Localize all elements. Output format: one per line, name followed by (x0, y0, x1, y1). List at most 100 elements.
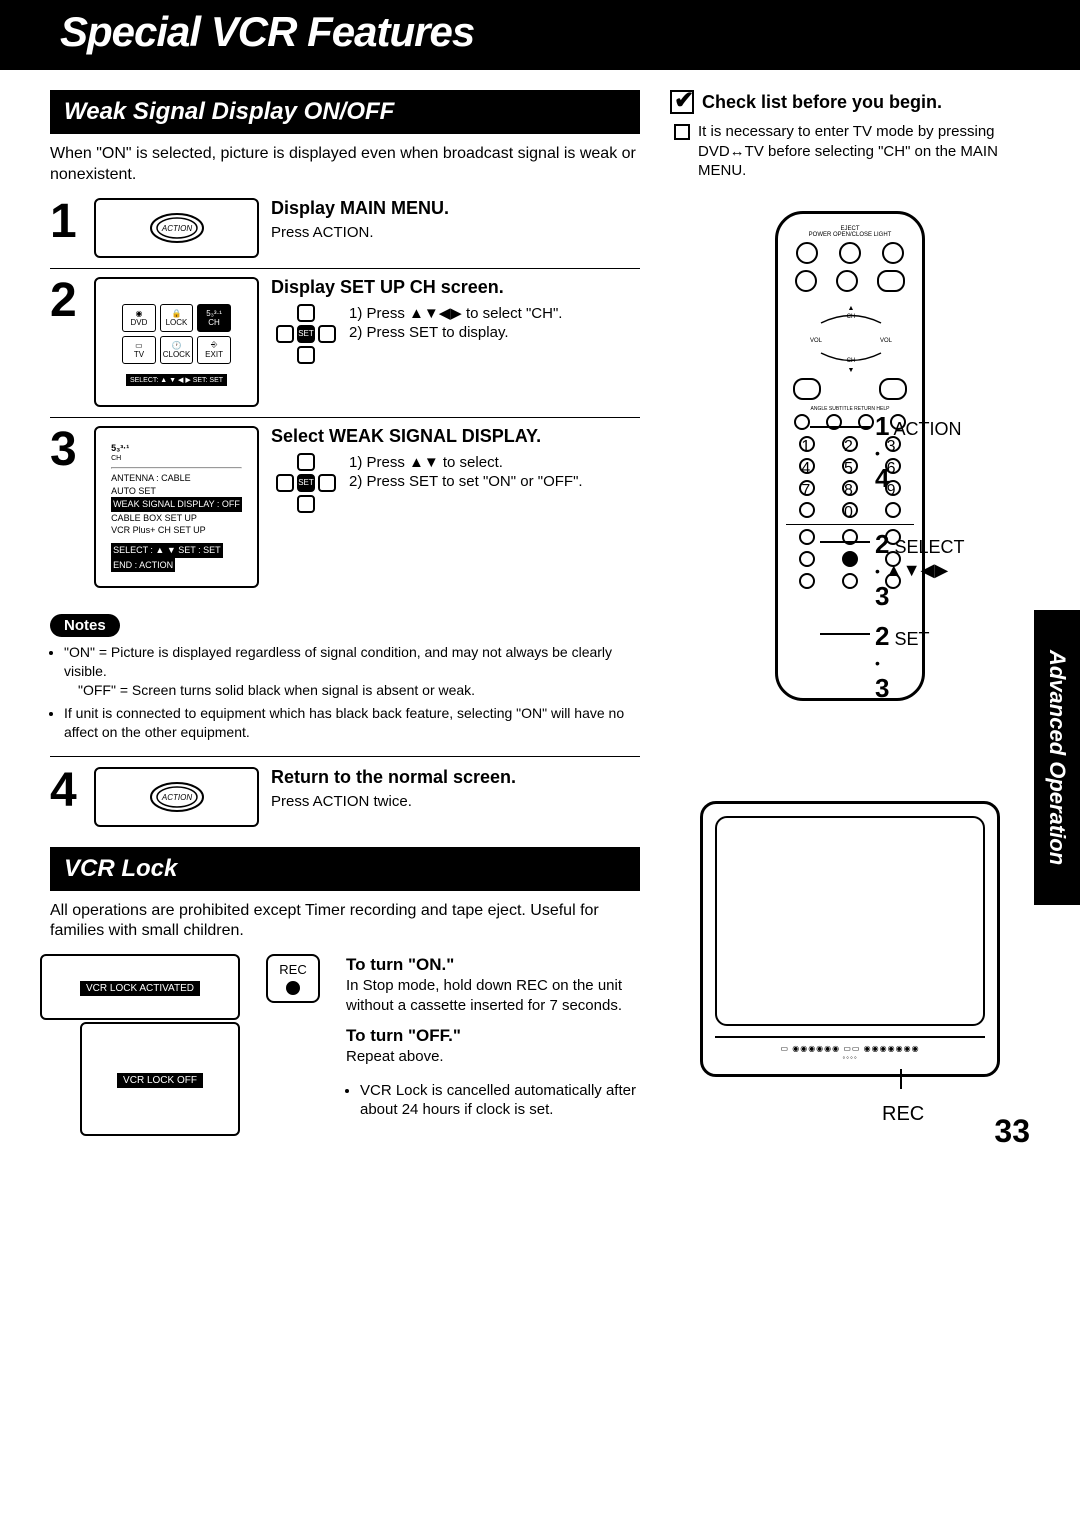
menu-grid: ◉DVD 🔒LOCK 5₃³·¹CH ▭TV 🕐CLOCK ⎆EXIT (116, 298, 237, 370)
dpad-illustration: SET (271, 304, 341, 364)
vcr-note: VCR Lock is cancelled automatically afte… (360, 1081, 640, 1120)
rec-button-illustration: REC (266, 954, 320, 1003)
step-2: 2 ◉DVD 🔒LOCK 5₃³·¹CH ▭TV 🕐CLOCK ⎆EXIT SE… (50, 277, 640, 418)
step-number: 1 (50, 198, 82, 246)
vcr-illustration-column: VCR LOCK ACTIVATED VCR LOCK OFF (50, 954, 240, 1140)
page-number: 33 (994, 1113, 1030, 1150)
svg-text:▲: ▲ (848, 305, 855, 312)
step-illustration: ◉DVD 🔒LOCK 5₃³·¹CH ▭TV 🕐CLOCK ⎆EXIT SELE… (94, 277, 259, 407)
ch-line: AUTO SET (111, 485, 242, 498)
dpad-set-icon: SET (297, 474, 315, 492)
ch-line: CABLE BOX SET UP (111, 512, 242, 525)
note-sub: "OFF" = Screen turns solid black when si… (78, 681, 640, 700)
step-body: Press ACTION twice. (271, 792, 640, 812)
menu-cell-ch: 5₃³·¹CH (197, 304, 231, 332)
step-title: Display MAIN MENU. (271, 198, 640, 219)
turn-off-body: Repeat above. (346, 1047, 640, 1067)
osd-activated: VCR LOCK ACTIVATED (40, 954, 240, 1020)
right-column: Check list before you begin. It is neces… (670, 90, 1030, 1140)
menu-cell-lock: 🔒LOCK (160, 304, 194, 332)
vcr-lock-section: VCR Lock All operations are prohibited e… (50, 847, 640, 1141)
menu-cell-dvd: ◉DVD (122, 304, 156, 332)
vcr-lock-intro: All operations are prohibited except Tim… (50, 901, 640, 943)
dpad-down-icon (297, 346, 315, 364)
osd-label: VCR LOCK ACTIVATED (80, 981, 200, 996)
dpad-left-icon (276, 474, 294, 492)
callout-select: 2 SELECT • ▲▼◀▶ 3 (875, 529, 965, 612)
step-text: Return to the normal screen. Press ACTIO… (271, 767, 640, 812)
side-tab: Advanced Operation (1034, 610, 1080, 905)
dpad-set-icon: SET (297, 325, 315, 343)
step-sub: SET 1) Press ▲▼◀▶ to select "CH". 2) Pre… (271, 304, 640, 364)
step-illustration: ACTION (94, 767, 259, 827)
main-title: Special VCR Features (0, 8, 1080, 56)
step-number: 2 (50, 277, 82, 325)
notes-section: Notes "ON" = Picture is displayed regard… (50, 606, 640, 741)
manual-page: Special VCR Features Weak Signal Display… (0, 0, 1080, 1170)
dpad-up-icon (297, 304, 315, 322)
checkbox-icon (674, 124, 690, 140)
vcr-text: To turn "ON." In Stop mode, hold down RE… (346, 954, 640, 1140)
dpad-left-icon (276, 325, 294, 343)
step-1: 1 ACTION Display MAIN MENU. Press ACTION… (50, 198, 640, 269)
step-title: Return to the normal screen. (271, 767, 640, 788)
weak-signal-intro: When "ON" is selected, picture is displa… (50, 144, 640, 186)
vcr-note-list: VCR Lock is cancelled automatically afte… (360, 1081, 640, 1120)
osd-label: VCR LOCK OFF (117, 1073, 203, 1088)
step-substeps: 1) Press ▲▼◀▶ to select "CH". 2) Press S… (349, 304, 562, 364)
tv-callout: REC (670, 1077, 1030, 1117)
step-number: 3 (50, 426, 82, 474)
checklist-header: Check list before you begin. (670, 90, 1030, 114)
tv-screen (715, 816, 985, 1026)
ch-indicator: 5₃³·¹ (111, 442, 242, 455)
dpad-right-icon (318, 474, 336, 492)
dpad-up-icon (297, 453, 315, 471)
tv-illustration: ▭ ◉◉◉◉◉◉ ▭▭ ◉◉◉◉◉◉◉◦◦◦◦ (700, 801, 1000, 1077)
checklist-text: It is necessary to enter TV mode by pres… (698, 122, 1030, 181)
dpad-illustration: SET (271, 453, 341, 513)
rec-button-column: REC (258, 954, 328, 1140)
step-sub: SET 1) Press ▲▼ to select. 2) Press SET … (271, 453, 640, 513)
vcr-lock-body: VCR LOCK ACTIVATED VCR LOCK OFF REC (50, 954, 640, 1140)
step-title: Select WEAK SIGNAL DISPLAY. (271, 426, 640, 447)
svg-text:▼: ▼ (848, 367, 855, 374)
step-text: Select WEAK SIGNAL DISPLAY. SET (271, 426, 640, 513)
action-button-illustration: ACTION (94, 198, 259, 258)
remote-vol-ch: ▲CHVOLVOLCH▼ (786, 298, 914, 378)
step-illustration: 5₃³·¹ CH ANTENNA : CABLE AUTO SET WEAK S… (94, 426, 259, 589)
weak-signal-header: Weak Signal Display ON/OFF (50, 90, 640, 134)
ch-screen-illustration: 5₃³·¹ CH ANTENNA : CABLE AUTO SET WEAK S… (94, 426, 259, 589)
action-button-illustration: ACTION (94, 767, 259, 827)
remote-top-labels: EJECTPOWER OPEN/CLOSE LIGHT (786, 226, 914, 238)
step-number: 4 (50, 767, 82, 815)
substep-2: 2) Press SET to display. (349, 323, 562, 343)
step-illustration: ACTION (94, 198, 259, 258)
step-3: 3 5₃³·¹ CH ANTENNA : CABLE AUTO SET WEAK… (50, 426, 640, 599)
substep-2: 2) Press SET to set "ON" or "OFF". (349, 472, 583, 492)
turn-on-title: To turn "ON." (346, 954, 640, 976)
note-item: If unit is connected to equipment which … (64, 704, 640, 742)
step-text: Display SET UP CH screen. SET (271, 277, 640, 364)
checkmark-icon (670, 90, 694, 114)
note-item: "ON" = Picture is displayed regardless o… (64, 643, 640, 700)
rec-label: REC (279, 962, 306, 977)
callout-action: 1 ACTION • 4 (875, 411, 962, 494)
menu-footer: SELECT: ▲ ▼ ◀ ▶ SET: SET (126, 374, 227, 386)
step-substeps: 1) Press ▲▼ to select. 2) Press SET to s… (349, 453, 583, 513)
svg-text:VOL: VOL (810, 338, 823, 344)
remote-wrapper: EJECTPOWER OPEN/CLOSE LIGHT ▲CHVOLVOLCH▼… (670, 211, 1030, 701)
callout-set: 2 SET • 3 (875, 621, 930, 704)
ch-line: ANTENNA : CABLE (111, 472, 242, 485)
step-title: Display SET UP CH screen. (271, 277, 640, 298)
menu-cell-clock: 🕐CLOCK (160, 336, 194, 364)
tv-vcr-panel: ▭ ◉◉◉◉◉◉ ▭▭ ◉◉◉◉◉◉◉◦◦◦◦ (715, 1036, 985, 1062)
main-menu-illustration: ◉DVD 🔒LOCK 5₃³·¹CH ▭TV 🕐CLOCK ⎆EXIT SELE… (94, 277, 259, 407)
title-bar: Special VCR Features (0, 0, 1080, 70)
substep-1: 1) Press ▲▼◀▶ to select "CH". (349, 304, 562, 324)
notes-badge: Notes (50, 614, 120, 637)
ch-footer: SELECT : ▲ ▼ SET : SET (111, 543, 223, 558)
remote-action-button (793, 378, 821, 400)
step-body: Press ACTION. (271, 223, 640, 243)
checklist-title: Check list before you begin. (702, 92, 942, 113)
left-column: Weak Signal Display ON/OFF When "ON" is … (50, 90, 640, 1140)
